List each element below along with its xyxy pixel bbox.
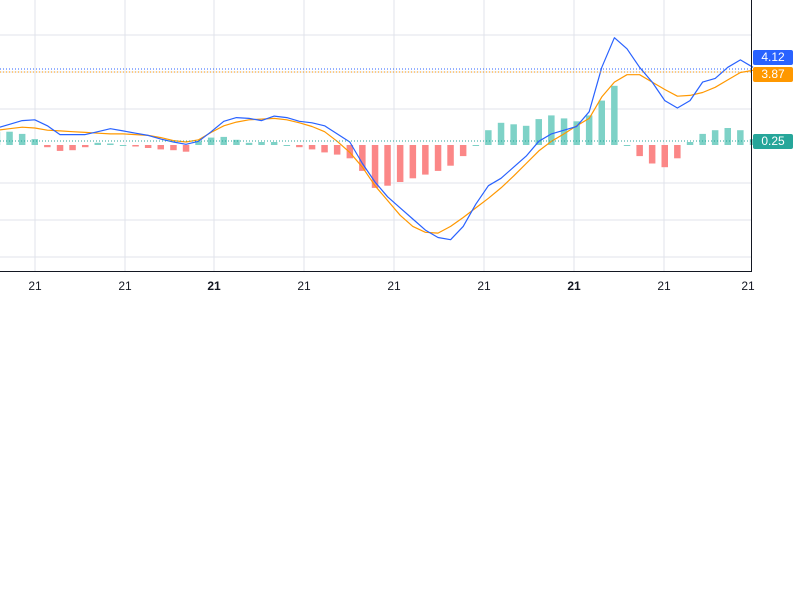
x-tick-label: 21 — [567, 279, 581, 293]
histogram-value-badge: 0.25 — [753, 134, 793, 149]
histogram-bar — [233, 139, 240, 145]
x-tick-label: 21 — [297, 279, 311, 293]
x-tick-label: 21 — [28, 279, 42, 293]
histogram-bar — [207, 137, 215, 145]
histogram-bar — [245, 142, 253, 145]
histogram-bar — [94, 142, 101, 145]
histogram-bar — [674, 145, 681, 159]
macd-line — [0, 37, 754, 241]
histogram-bar — [434, 145, 442, 171]
histogram-bar — [598, 100, 605, 145]
histogram-bar — [182, 145, 190, 152]
histogram-bar — [548, 115, 555, 145]
histogram-bar — [31, 139, 38, 145]
histogram-bar — [308, 145, 316, 150]
histogram-bar — [522, 125, 530, 145]
histogram-bar — [535, 119, 542, 145]
histogram-bar — [44, 145, 51, 148]
histogram-bar — [573, 121, 580, 145]
histogram-bar — [636, 145, 643, 157]
histogram-bar — [422, 145, 429, 175]
histogram-bar — [144, 145, 152, 148]
histogram-bar — [472, 145, 480, 146]
histogram-bar — [359, 145, 366, 171]
histogram-bar — [611, 85, 618, 145]
histogram-bar — [497, 122, 505, 145]
x-tick-label: 21 — [207, 279, 221, 293]
histogram-bar — [321, 145, 328, 153]
histogram-bar — [195, 141, 202, 145]
histogram-bar — [737, 130, 744, 145]
histogram-bar — [107, 143, 114, 145]
histogram-bar — [623, 145, 631, 146]
macd-plot[interactable] — [0, 0, 800, 300]
histogram-bar — [157, 145, 164, 150]
histogram-bar — [560, 118, 568, 145]
signal-value-badge: 3.87 — [753, 67, 793, 82]
histogram-bar — [699, 133, 706, 145]
histogram-bar — [396, 145, 404, 182]
histogram-bar — [283, 145, 291, 146]
histogram-bar — [69, 145, 76, 151]
histogram-bar — [6, 131, 13, 145]
histogram-bar — [258, 142, 265, 145]
histogram-bar — [409, 145, 417, 179]
signal-line — [0, 69, 754, 234]
histogram-bar — [686, 142, 694, 145]
macd-chart[interactable]: 4.12 3.87 0.25 21 21 21 21 21 21 21 21 21 — [0, 0, 800, 300]
histogram-bar — [296, 145, 303, 148]
histogram-bar — [447, 145, 454, 166]
histogram-bar — [485, 130, 492, 145]
x-tick-label: 21 — [387, 279, 401, 293]
histogram-bar — [170, 145, 177, 151]
histogram-bar — [333, 145, 341, 155]
histogram-bar — [384, 145, 391, 186]
histogram-bar — [585, 115, 593, 145]
histogram-bar — [270, 142, 278, 145]
x-tick-label: 21 — [118, 279, 132, 293]
histogram-bar — [132, 145, 139, 147]
histogram-bar — [648, 145, 656, 164]
x-tick-label: 21 — [657, 279, 671, 293]
histogram-bar — [82, 145, 89, 148]
histogram-bar — [119, 145, 127, 146]
x-tick-label: 21 — [741, 279, 755, 293]
histogram-bar — [459, 145, 467, 157]
x-tick-label: 21 — [477, 279, 491, 293]
histogram-bar — [371, 145, 379, 188]
histogram-bar — [56, 145, 64, 151]
histogram-bar — [220, 136, 227, 145]
histogram-bar — [510, 124, 517, 145]
macd-value-badge: 4.12 — [753, 50, 793, 65]
histogram-bar — [724, 128, 731, 145]
histogram-bar — [711, 130, 719, 145]
histogram-bar — [18, 133, 26, 145]
histogram-bar — [661, 145, 668, 168]
